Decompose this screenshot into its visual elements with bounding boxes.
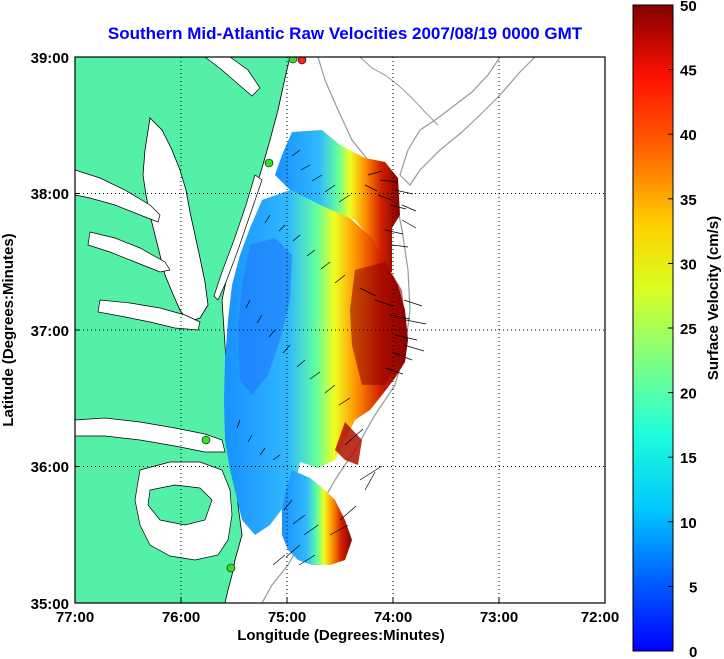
- map-grid: [75, 57, 605, 603]
- velocity-field-south: [282, 470, 352, 565]
- rappahannock-river: [87, 231, 171, 273]
- x-tick-label: 75:00: [268, 609, 306, 626]
- x-tick-label: 73:00: [480, 609, 518, 626]
- velocity-vectors: [236, 149, 427, 566]
- y-tick-label: 38:00: [31, 186, 69, 203]
- y-tick-label: 39:00: [31, 50, 69, 67]
- colorbar-tick-label: 10: [680, 515, 697, 532]
- tick-marks: [74, 56, 606, 604]
- velocity-field-core: [350, 262, 406, 385]
- x-tick-label: 72:00: [581, 609, 619, 626]
- y-tick-label: 36:00: [31, 459, 69, 476]
- station-marker[interactable]: [297, 56, 307, 65]
- colorbar-tick-label: 0: [689, 644, 697, 659]
- colorbar-tick-label: 20: [680, 386, 697, 403]
- station-marker[interactable]: [226, 563, 236, 573]
- colorbar-tick-label: 50: [680, 0, 697, 15]
- colorbar-tick-label: 25: [680, 321, 697, 338]
- colorbar-ticks: [668, 4, 673, 652]
- velocity-field-hotspot: [335, 422, 362, 465]
- velocity-field-low: [238, 238, 292, 395]
- colorbar-tick-label: 40: [680, 127, 697, 144]
- station-marker[interactable]: [201, 435, 211, 445]
- albemarle-sound: [75, 417, 226, 453]
- colorbar: [632, 4, 674, 652]
- x-tick-label: 74:00: [374, 609, 412, 626]
- colorbar-tick-label: 30: [680, 256, 697, 273]
- colorbar-tick-label: 5: [689, 579, 697, 596]
- potomac-river: [75, 169, 161, 223]
- x-tick-label: 76:00: [162, 609, 200, 626]
- station-marker[interactable]: [288, 55, 298, 64]
- y-tick-label: 35:00: [31, 596, 69, 613]
- y-tick-label: 37:00: [31, 323, 69, 340]
- bathymetry-contour-north: [359, 57, 439, 126]
- y-axis-label: Latitude (Degrees:Minutes): [0, 233, 17, 426]
- colorbar-tick-label: 45: [680, 63, 697, 80]
- x-tick-label: 77:00: [56, 609, 94, 626]
- colorbar-label: Surface Velocity (cm/s): [705, 216, 722, 380]
- bathymetry-contour-outer: [399, 57, 536, 186]
- colorbar-tick-label: 15: [680, 450, 697, 467]
- colorbar-tick-label: 35: [680, 192, 697, 209]
- x-axis-label: Longitude (Degrees:Minutes): [237, 627, 445, 644]
- eastern-shore-lagoon: [213, 174, 263, 301]
- station-marker[interactable]: [264, 158, 274, 168]
- velocity-field-north: [275, 130, 400, 272]
- york-james-rivers: [97, 299, 201, 331]
- delaware-bay: [204, 57, 261, 97]
- map-title: Southern Mid-Atlantic Raw Velocities 200…: [108, 24, 583, 43]
- pamlico-inlet-land: [147, 484, 213, 526]
